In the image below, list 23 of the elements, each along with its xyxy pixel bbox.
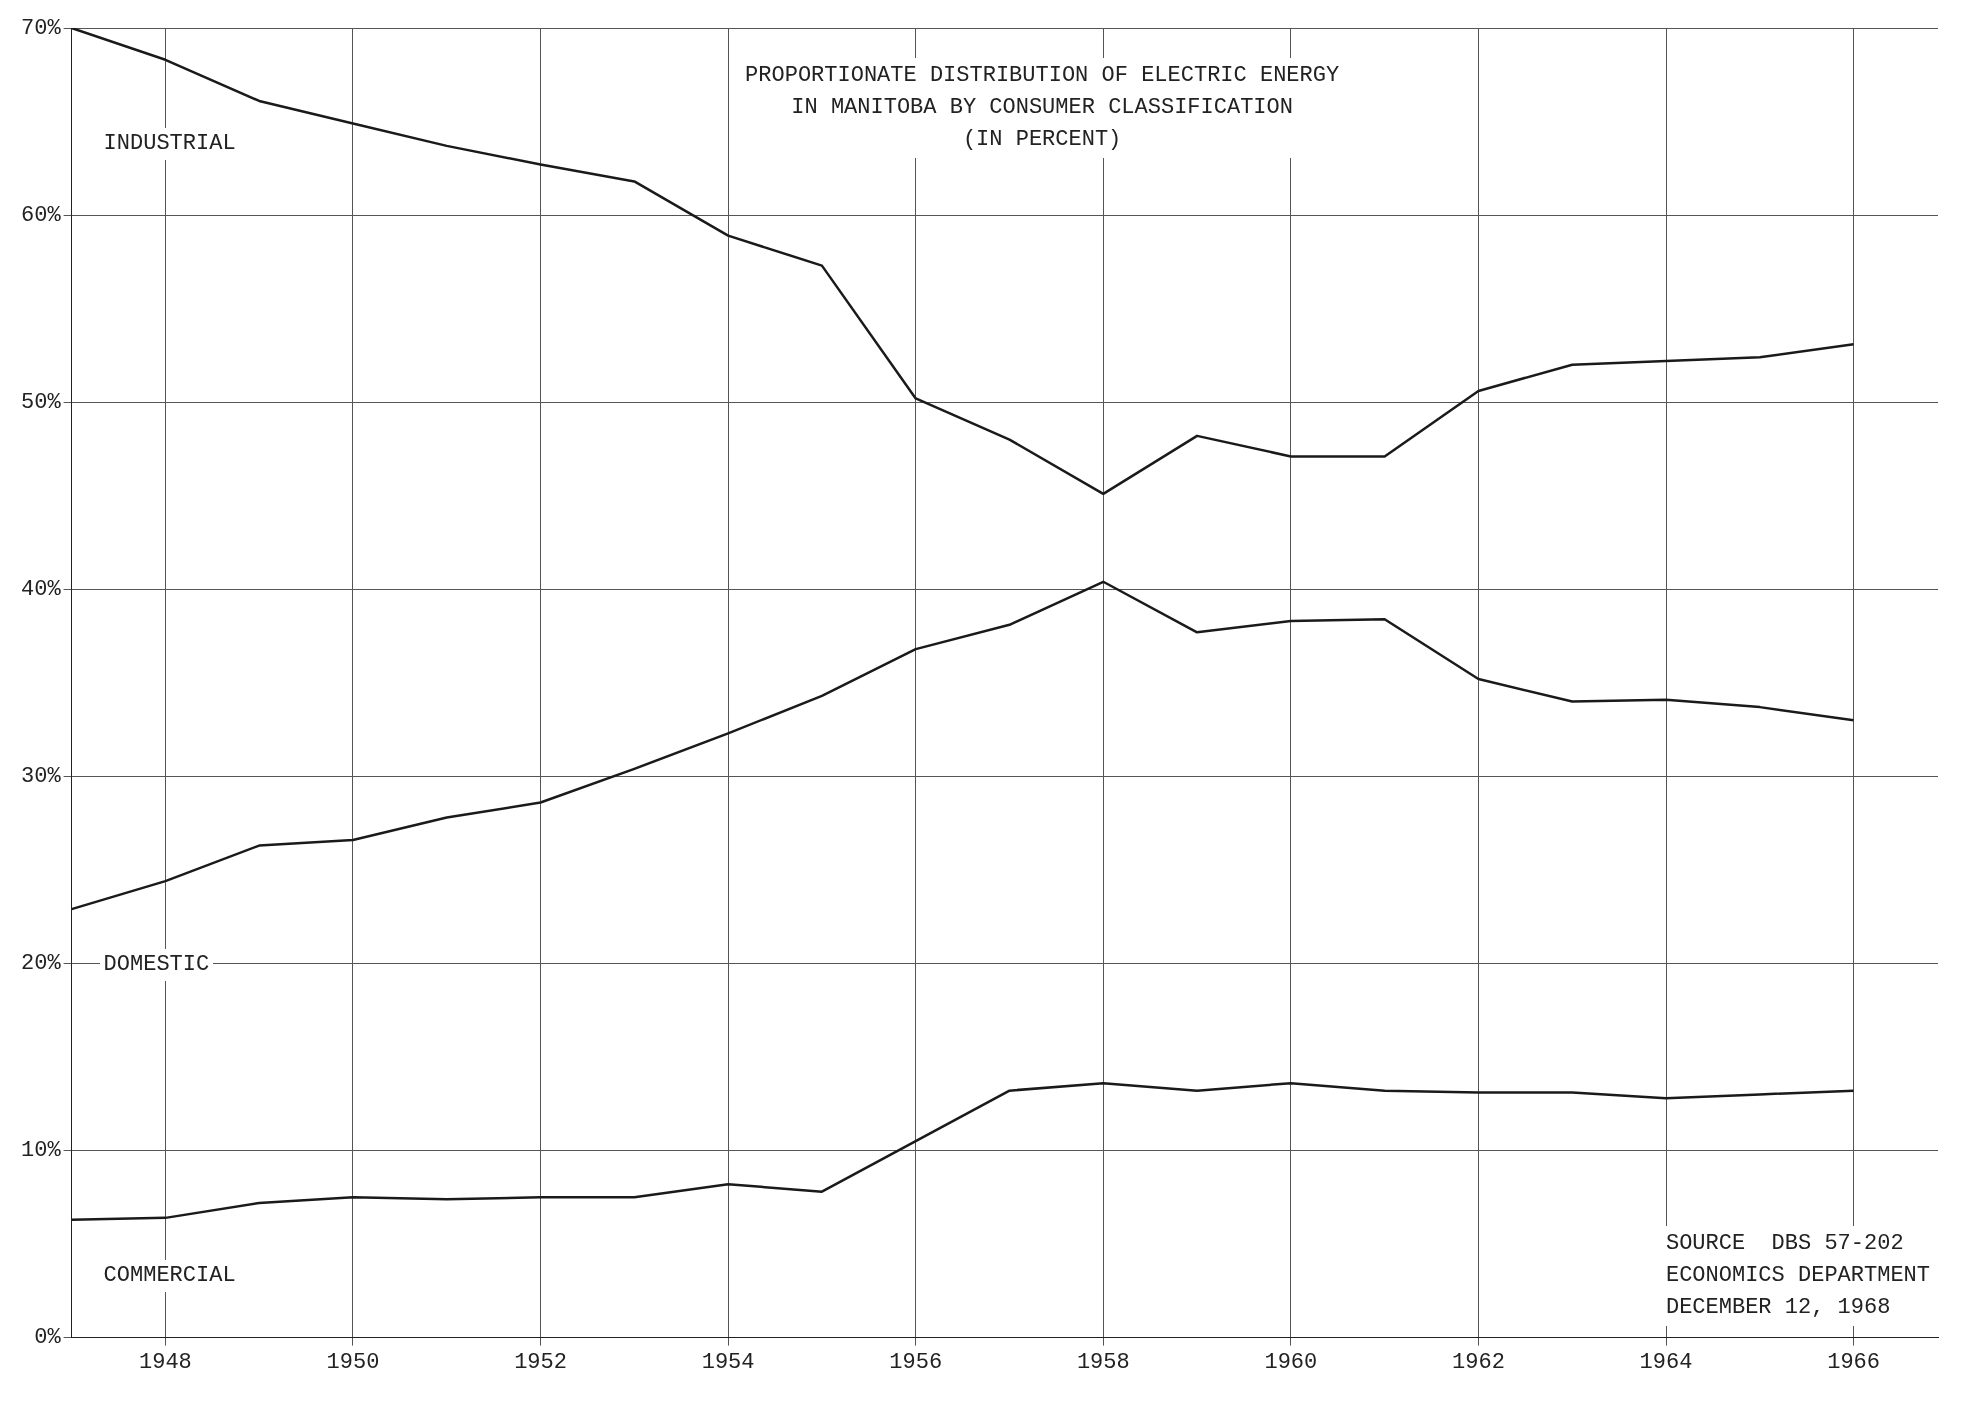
y-tick-label: 10% (21, 1138, 62, 1164)
x-tick-label: 1954 (701, 1349, 755, 1375)
y-tick-label: 50% (21, 390, 62, 415)
y-tick-label: 60% (21, 202, 62, 228)
text: PROPORTIONATE DISTRIBUTION OF ELECTRIC ENERGY IN MANITOBA BY CONSUMER CLASSIFICATION (IN PERCENT) (739, 58, 1346, 158)
x-tick-label: 1952 (514, 1349, 567, 1375)
x-tick-label: 1956 (889, 1349, 943, 1375)
y-tick-label: 40% (21, 577, 62, 603)
x-tick-label: 1950 (326, 1349, 380, 1375)
text: DOMESTIC (99, 949, 214, 982)
x-tick-label: 1964 (1639, 1349, 1693, 1375)
y-tick-label: 30% (21, 764, 62, 790)
x-tick-label: 1962 (1452, 1349, 1505, 1375)
y-tick-label: 20% (21, 951, 62, 977)
annotation: SOURCE DBS 57-202 ECONOMICS DEPARTMENT DECEMBER 12, 1968 (1659, 1225, 1936, 1326)
y-tick-label: 0% (34, 1325, 62, 1351)
x-tick-label: 1960 (1264, 1349, 1318, 1375)
series-label: INDUSTRIAL (99, 128, 240, 160)
series-label: COMMERCIAL (99, 1259, 240, 1292)
x-tick-label: 1958 (1076, 1349, 1130, 1375)
y-tick-label: 70% (21, 15, 62, 41)
x-tick-label: 1966 (1827, 1349, 1880, 1375)
x-tick-label: 1948 (138, 1349, 192, 1375)
